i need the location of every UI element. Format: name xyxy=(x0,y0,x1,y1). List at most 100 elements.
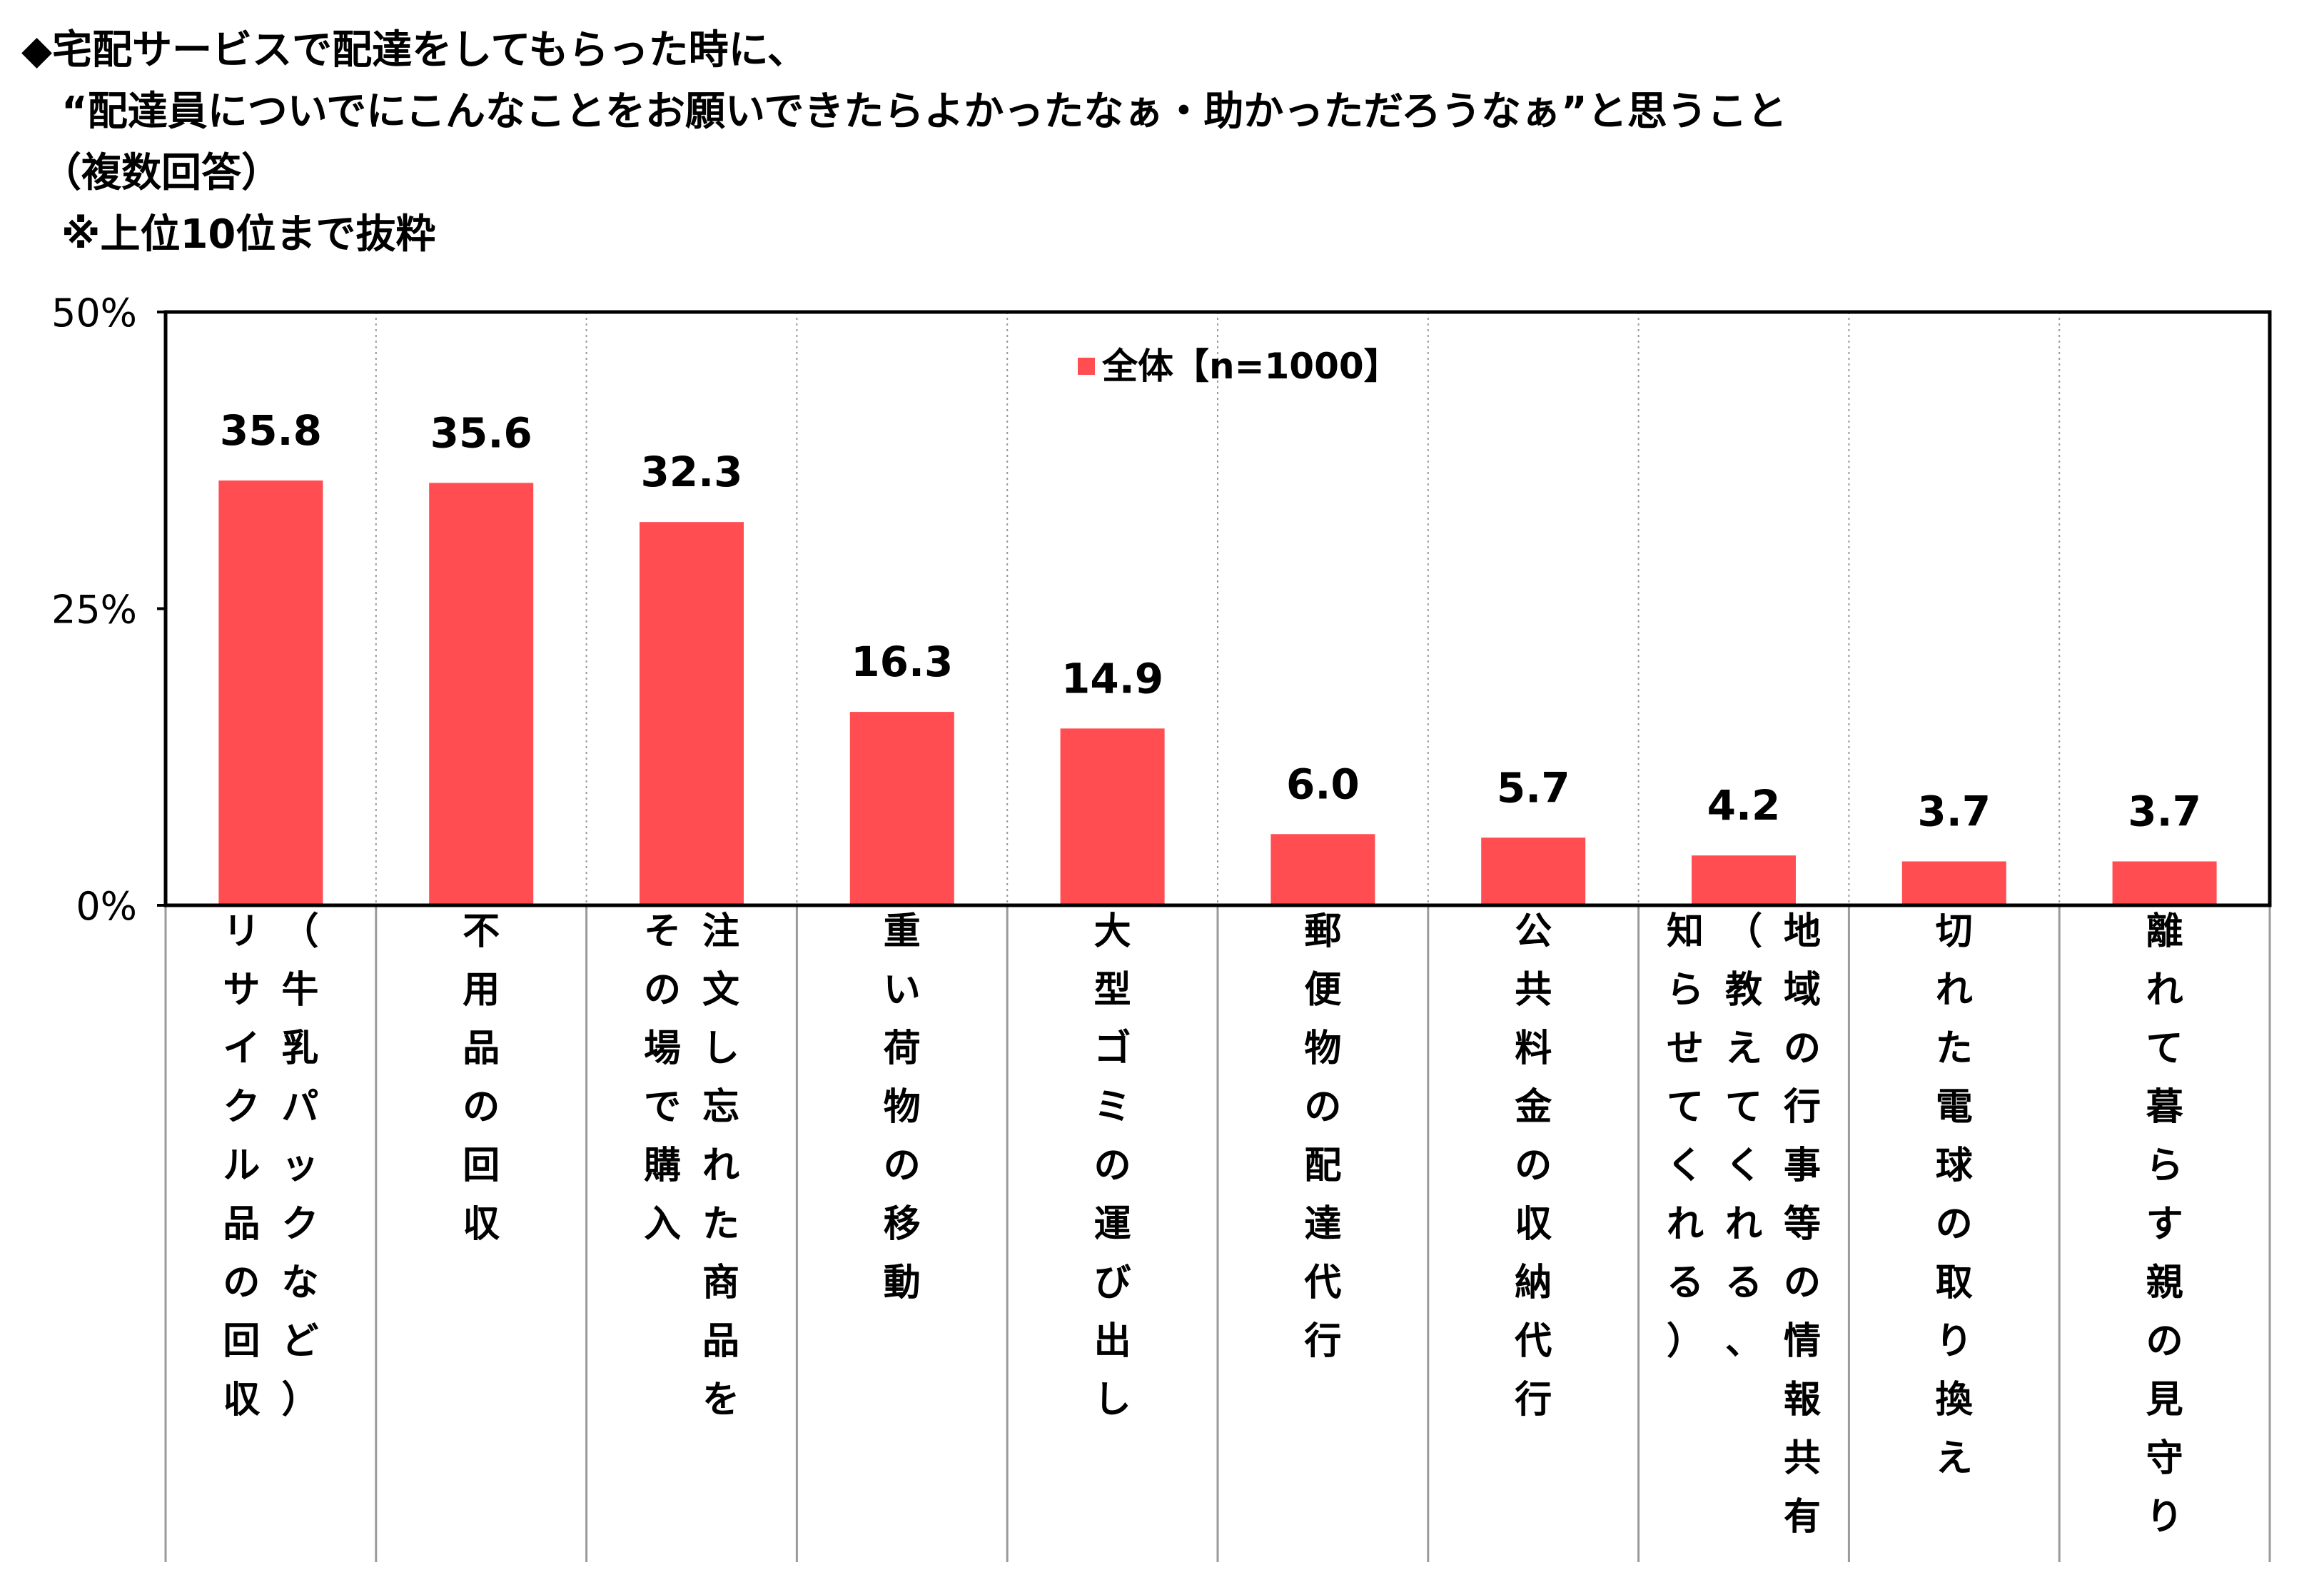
x-tick-label-char: の xyxy=(884,1144,921,1187)
x-tick-label-char: 離 xyxy=(2146,910,2183,953)
x-tick-label-char: 便 xyxy=(1304,969,1342,1012)
x-tick-label-char: 換 xyxy=(1936,1379,1974,1421)
x-tick-label-char: 達 xyxy=(1304,1203,1341,1246)
chart-title-block: ◆宅配サービスで配達をしてもらった時に、 “配達員についでにこんなことをお願いで… xyxy=(21,20,1787,266)
x-tick-label-char: 知 xyxy=(1667,910,1704,953)
x-tick-label-char: の xyxy=(1784,1262,1821,1304)
x-tick-label-char: 移 xyxy=(884,1203,921,1246)
x-tick-label-char: の xyxy=(1784,1027,1821,1070)
x-tick-label-char: 購 xyxy=(644,1144,681,1187)
data-label: 3.7 xyxy=(1917,787,1991,836)
data-label: 6.0 xyxy=(1286,760,1360,808)
x-tick-label-char: て xyxy=(2146,1027,2183,1070)
bar xyxy=(640,522,744,905)
x-tick-label-char: 行 xyxy=(1515,1379,1552,1421)
x-tick-label-char: 乳 xyxy=(281,1027,318,1070)
x-tick-label-char: （ xyxy=(281,910,318,953)
x-tick-label-char: れ xyxy=(1936,969,1973,1012)
x-tick-label-char: 忘 xyxy=(702,1086,739,1129)
x-tick-label-char: の xyxy=(1515,1144,1552,1187)
bar xyxy=(2112,861,2217,905)
data-label: 35.8 xyxy=(220,406,322,455)
x-tick-label-char: ） xyxy=(281,1379,318,1421)
x-tick-label-char: た xyxy=(702,1203,739,1246)
x-tick-label-char: れ xyxy=(1725,1203,1762,1246)
x-tick-label-char: れ xyxy=(1667,1203,1704,1246)
x-tick-label-char: 商 xyxy=(702,1262,739,1304)
x-tick-label-char: 回 xyxy=(463,1144,500,1187)
x-tick-label-char: い xyxy=(884,969,921,1012)
title-line-1: ◆宅配サービスで配達をしてもらった時に、 xyxy=(21,27,807,74)
x-tick-label-char: 共 xyxy=(1515,969,1552,1012)
x-tick-label-char: 大 xyxy=(1094,910,1131,953)
x-tick-label-char: の xyxy=(1304,1086,1341,1129)
x-tick-label-char: の xyxy=(644,969,681,1012)
x-tick-label-char: れ xyxy=(702,1144,739,1187)
x-tick-label-char: え xyxy=(1936,1437,1973,1480)
x-tick-label-char: 牛 xyxy=(281,969,318,1012)
x-tick-label-char: え xyxy=(1725,1027,1762,1070)
x-tick-label-char: 品 xyxy=(223,1203,260,1246)
x-tick-label-char: る xyxy=(1725,1262,1762,1304)
y-tick-label: 50% xyxy=(51,291,137,336)
x-tick-label-char: パ xyxy=(281,1086,318,1129)
x-tick-label-char: 等 xyxy=(1784,1203,1821,1246)
x-tick-label-char: し xyxy=(1094,1379,1131,1421)
data-label: 16.3 xyxy=(851,638,953,686)
x-tick-label-char: リ xyxy=(223,910,260,953)
x-tick-label-char: 暮 xyxy=(2146,1086,2183,1129)
x-tick-label-char: 域 xyxy=(1784,969,1821,1012)
x-tick-label-char: 動 xyxy=(884,1262,921,1304)
x-tick-label-char: 地 xyxy=(1784,910,1821,953)
data-label: 5.7 xyxy=(1497,763,1570,812)
x-tick-label-char: サ xyxy=(223,969,260,1012)
bar xyxy=(1692,855,1796,905)
x-tick-label-char: の xyxy=(1094,1144,1131,1187)
x-tick-label-char: す xyxy=(2146,1203,2183,1246)
bar xyxy=(1481,837,1586,905)
x-tick-label-char: 見 xyxy=(2146,1379,2183,1421)
x-tick-label-char: 金 xyxy=(1514,1086,1552,1129)
x-tick-label-char: の xyxy=(1936,1203,1973,1246)
x-tick-label-char: ゴ xyxy=(1094,1027,1131,1070)
x-tick-label-char: 収 xyxy=(223,1379,260,1421)
x-tick-label-char: び xyxy=(1094,1262,1131,1304)
x-tick-label-char: 入 xyxy=(644,1203,681,1246)
x-tick-label-char: 重 xyxy=(884,910,921,953)
x-tick-label-char: れ xyxy=(2146,969,2183,1012)
x-tick-label-char: 荷 xyxy=(884,1027,921,1070)
x-tick-label-char: ク xyxy=(223,1086,260,1129)
x-tick-label-char: を xyxy=(702,1379,739,1421)
x-tick-label-char: （ xyxy=(1725,910,1762,953)
x-tick-label-char: で xyxy=(644,1086,681,1129)
data-label: 32.3 xyxy=(640,448,742,496)
x-tick-label-char: ミ xyxy=(1094,1086,1131,1129)
x-tick-label-char: て xyxy=(1667,1086,1704,1129)
x-tick-label-char: 行 xyxy=(1304,1320,1341,1363)
x-tick-label-char: ど xyxy=(281,1320,318,1363)
x-tick-label-char: 電 xyxy=(1936,1086,1973,1129)
x-tick-label-char: そ xyxy=(644,910,681,953)
x-tick-label-char: 型 xyxy=(1094,969,1131,1012)
data-label: 3.7 xyxy=(2128,787,2201,836)
x-tick-label-char: し xyxy=(702,1027,739,1070)
x-tick-label-char: り xyxy=(2146,1496,2183,1539)
x-tick-label-char: 取 xyxy=(1936,1262,1973,1304)
x-tick-label-char: せ xyxy=(1667,1027,1704,1070)
x-tick-label-char: 切 xyxy=(1936,910,1973,953)
x-tick-label-char: て xyxy=(1725,1086,1762,1129)
x-tick-label-char: 共 xyxy=(1784,1437,1821,1480)
bar xyxy=(849,712,954,905)
x-tick-label-char: 郵 xyxy=(1304,910,1341,953)
bar xyxy=(429,483,534,905)
bar xyxy=(218,480,323,905)
x-tick-label-char: 球 xyxy=(1936,1144,1974,1187)
x-tick-label-char: 配 xyxy=(1304,1144,1341,1187)
bar xyxy=(1060,728,1165,905)
x-tick-label-char: く xyxy=(1667,1144,1704,1187)
x-tick-label-char: の xyxy=(2146,1320,2183,1363)
y-tick-label: 0% xyxy=(76,884,137,929)
x-tick-label-char: 情 xyxy=(1784,1320,1821,1363)
bar xyxy=(1270,834,1375,905)
